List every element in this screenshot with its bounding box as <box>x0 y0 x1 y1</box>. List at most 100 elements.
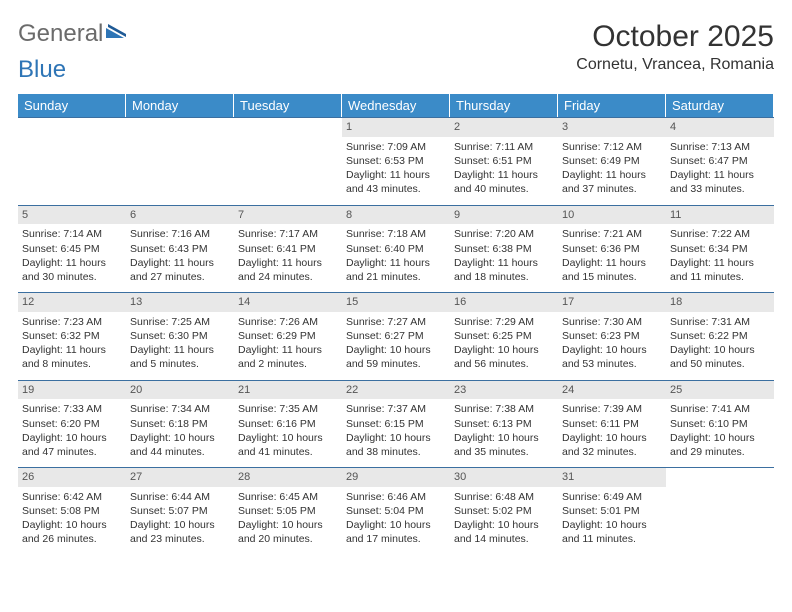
sun-info: Sunrise: 6:45 AMSunset: 5:05 PMDaylight:… <box>238 490 338 547</box>
day-number: 30 <box>450 468 558 487</box>
day-header: Sunday <box>18 94 126 117</box>
title-block: October 2025 Cornetu, Vrancea, Romania <box>576 20 774 74</box>
day-cell: 2 Sunrise: 7:11 AMSunset: 6:51 PMDaylight… <box>450 117 558 205</box>
day-number: 31 <box>558 468 666 487</box>
sun-info: Sunrise: 7:27 AMSunset: 6:27 PMDaylight:… <box>346 315 446 372</box>
blank-cell <box>18 117 126 205</box>
sun-info: Sunrise: 7:29 AMSunset: 6:25 PMDaylight:… <box>454 315 554 372</box>
location: Cornetu, Vrancea, Romania <box>576 56 774 74</box>
day-number: 8 <box>342 206 450 225</box>
day-number: 1 <box>342 118 450 137</box>
day-cell: 23 Sunrise: 7:38 AMSunset: 6:13 PMDayligh… <box>450 380 558 468</box>
day-cell: 25 Sunrise: 7:41 AMSunset: 6:10 PMDayligh… <box>666 380 774 468</box>
day-cell: 18 Sunrise: 7:31 AMSunset: 6:22 PMDayligh… <box>666 292 774 380</box>
sun-info: Sunrise: 7:11 AMSunset: 6:51 PMDaylight:… <box>454 140 554 197</box>
sun-info: Sunrise: 7:22 AMSunset: 6:34 PMDaylight:… <box>670 227 770 284</box>
day-cell: 28 Sunrise: 6:45 AMSunset: 5:05 PMDayligh… <box>234 467 342 555</box>
day-number: 6 <box>126 206 234 225</box>
day-number: 19 <box>18 381 126 400</box>
sun-info: Sunrise: 6:49 AMSunset: 5:01 PMDaylight:… <box>562 490 662 547</box>
day-number: 14 <box>234 293 342 312</box>
day-number: 11 <box>666 206 774 225</box>
blank-cell <box>126 117 234 205</box>
sun-info: Sunrise: 7:30 AMSunset: 6:23 PMDaylight:… <box>562 315 662 372</box>
day-number: 7 <box>234 206 342 225</box>
day-cell: 14 Sunrise: 7:26 AMSunset: 6:29 PMDayligh… <box>234 292 342 380</box>
day-cell: 12 Sunrise: 7:23 AMSunset: 6:32 PMDayligh… <box>18 292 126 380</box>
logo: General <box>18 20 130 48</box>
day-number: 27 <box>126 468 234 487</box>
day-cell: 4 Sunrise: 7:13 AMSunset: 6:47 PMDaylight… <box>666 117 774 205</box>
day-number: 25 <box>666 381 774 400</box>
day-cell: 19 Sunrise: 7:33 AMSunset: 6:20 PMDayligh… <box>18 380 126 468</box>
day-cell: 15Sunrise: 7:27 AMSunset: 6:27 PMDayligh… <box>342 292 450 380</box>
sun-info: Sunrise: 7:18 AMSunset: 6:40 PMDaylight:… <box>346 227 446 284</box>
sun-info: Sunrise: 6:48 AMSunset: 5:02 PMDaylight:… <box>454 490 554 547</box>
day-header: Tuesday <box>234 94 342 117</box>
day-number: 2 <box>450 118 558 137</box>
day-cell: 21 Sunrise: 7:35 AMSunset: 6:16 PMDayligh… <box>234 380 342 468</box>
day-number: 22 <box>342 381 450 400</box>
day-number: 4 <box>666 118 774 137</box>
day-number: 18 <box>666 293 774 312</box>
day-cell: 9 Sunrise: 7:20 AMSunset: 6:38 PMDaylight… <box>450 205 558 293</box>
day-number: 12 <box>18 293 126 312</box>
sun-info: Sunrise: 7:20 AMSunset: 6:38 PMDaylight:… <box>454 227 554 284</box>
sun-info: Sunrise: 6:46 AMSunset: 5:04 PMDaylight:… <box>346 490 446 547</box>
day-cell: 6 Sunrise: 7:16 AMSunset: 6:43 PMDaylight… <box>126 205 234 293</box>
day-cell: 31 Sunrise: 6:49 AMSunset: 5:01 PMDayligh… <box>558 467 666 555</box>
day-cell: 8 Sunrise: 7:18 AMSunset: 6:40 PMDaylight… <box>342 205 450 293</box>
sun-info: Sunrise: 7:23 AMSunset: 6:32 PMDaylight:… <box>22 315 122 372</box>
day-cell: 29 Sunrise: 6:46 AMSunset: 5:04 PMDayligh… <box>342 467 450 555</box>
day-cell: 13Sunrise: 7:25 AMSunset: 6:30 PMDayligh… <box>126 292 234 380</box>
sun-info: Sunrise: 7:13 AMSunset: 6:47 PMDaylight:… <box>670 140 770 197</box>
day-number: 3 <box>558 118 666 137</box>
sun-info: Sunrise: 7:16 AMSunset: 6:43 PMDaylight:… <box>130 227 230 284</box>
calendar-page: General October 2025 Cornetu, Vrancea, R… <box>0 0 792 565</box>
day-number: 26 <box>18 468 126 487</box>
day-number: 23 <box>450 381 558 400</box>
day-cell: 22Sunrise: 7:37 AMSunset: 6:15 PMDayligh… <box>342 380 450 468</box>
day-number: 9 <box>450 206 558 225</box>
day-cell: 27 Sunrise: 6:44 AMSunset: 5:07 PMDayligh… <box>126 467 234 555</box>
day-number: 21 <box>234 381 342 400</box>
logo-flag-icon <box>106 24 128 38</box>
sun-info: Sunrise: 7:41 AMSunset: 6:10 PMDaylight:… <box>670 402 770 459</box>
day-number: 17 <box>558 293 666 312</box>
month-title: October 2025 <box>576 20 774 54</box>
blank-cell <box>666 467 774 555</box>
day-cell: 16 Sunrise: 7:29 AMSunset: 6:25 PMDayligh… <box>450 292 558 380</box>
sun-info: Sunrise: 7:26 AMSunset: 6:29 PMDaylight:… <box>238 315 338 372</box>
day-cell: 5Sunrise: 7:14 AMSunset: 6:45 PMDaylight… <box>18 205 126 293</box>
day-header: Saturday <box>666 94 774 117</box>
sun-info: Sunrise: 7:14 AMSunset: 6:45 PMDaylight:… <box>22 227 122 284</box>
logo-text-general: General <box>18 20 103 48</box>
sun-info: Sunrise: 7:34 AMSunset: 6:18 PMDaylight:… <box>130 402 230 459</box>
day-cell: 7Sunrise: 7:17 AMSunset: 6:41 PMDaylight… <box>234 205 342 293</box>
sun-info: Sunrise: 7:35 AMSunset: 6:16 PMDaylight:… <box>238 402 338 459</box>
day-number: 10 <box>558 206 666 225</box>
day-cell: 17 Sunrise: 7:30 AMSunset: 6:23 PMDayligh… <box>558 292 666 380</box>
sun-info: Sunrise: 6:42 AMSunset: 5:08 PMDaylight:… <box>22 490 122 547</box>
day-header: Wednesday <box>342 94 450 117</box>
day-number: 28 <box>234 468 342 487</box>
sun-info: Sunrise: 7:38 AMSunset: 6:13 PMDaylight:… <box>454 402 554 459</box>
sun-info: Sunrise: 7:12 AMSunset: 6:49 PMDaylight:… <box>562 140 662 197</box>
day-cell: 30 Sunrise: 6:48 AMSunset: 5:02 PMDayligh… <box>450 467 558 555</box>
sun-info: Sunrise: 7:21 AMSunset: 6:36 PMDaylight:… <box>562 227 662 284</box>
day-header: Thursday <box>450 94 558 117</box>
day-number: 16 <box>450 293 558 312</box>
sun-info: Sunrise: 7:33 AMSunset: 6:20 PMDaylight:… <box>22 402 122 459</box>
sun-info: Sunrise: 6:44 AMSunset: 5:07 PMDaylight:… <box>130 490 230 547</box>
day-cell: 20Sunrise: 7:34 AMSunset: 6:18 PMDayligh… <box>126 380 234 468</box>
logo-text-blue: Blue <box>18 56 66 84</box>
sun-info: Sunrise: 7:39 AMSunset: 6:11 PMDaylight:… <box>562 402 662 459</box>
blank-cell <box>234 117 342 205</box>
day-cell: 26 Sunrise: 6:42 AMSunset: 5:08 PMDayligh… <box>18 467 126 555</box>
sun-info: Sunrise: 7:31 AMSunset: 6:22 PMDaylight:… <box>670 315 770 372</box>
day-number: 24 <box>558 381 666 400</box>
day-cell: 3 Sunrise: 7:12 AMSunset: 6:49 PMDaylight… <box>558 117 666 205</box>
day-cell: 1Sunrise: 7:09 AMSunset: 6:53 PMDaylight… <box>342 117 450 205</box>
day-number: 29 <box>342 468 450 487</box>
day-number: 13 <box>126 293 234 312</box>
